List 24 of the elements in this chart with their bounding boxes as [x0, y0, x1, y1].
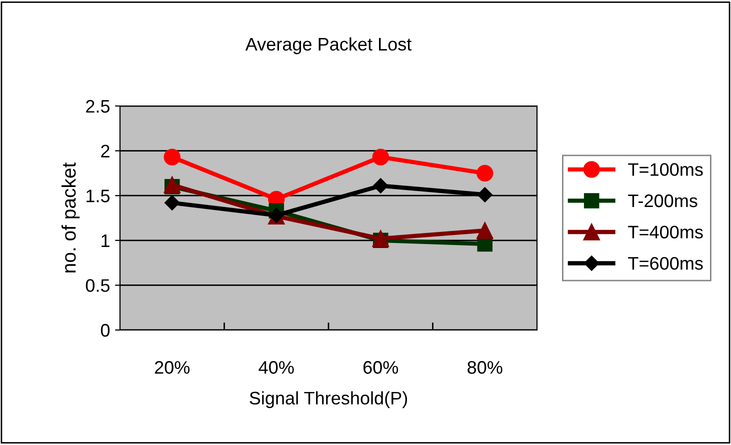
y-tick-label: 2	[101, 144, 110, 158]
x-tick-label: 20%	[154, 361, 190, 374]
point	[476, 164, 494, 182]
point	[372, 148, 389, 166]
y-tick-label: 1.5	[86, 190, 110, 202]
y-axis-title: no. of packet	[62, 162, 80, 272]
legend-label: T=400ms	[628, 226, 703, 238]
point	[373, 178, 388, 194]
x-axis-title: Signal Threshold(P)	[250, 391, 408, 408]
legend-label: T=600ms	[628, 256, 703, 270]
y-tick-label: 0.5	[86, 279, 110, 292]
y-tick-label: 0	[100, 324, 110, 337]
legend-label: T-200ms	[628, 194, 698, 208]
x-tick-label: 80%	[468, 361, 502, 374]
chart-title: Average Packet Lost	[245, 37, 412, 54]
x-tick-label: 60%	[363, 361, 398, 374]
y-tick-label: 2.5	[86, 100, 110, 113]
point	[477, 187, 492, 202]
point	[476, 222, 494, 239]
point	[164, 148, 180, 166]
x-tick-label: 40%	[258, 361, 294, 374]
legend-label: T=100ms	[628, 163, 703, 176]
point	[164, 195, 180, 210]
y-tick-label: 1	[102, 234, 110, 247]
